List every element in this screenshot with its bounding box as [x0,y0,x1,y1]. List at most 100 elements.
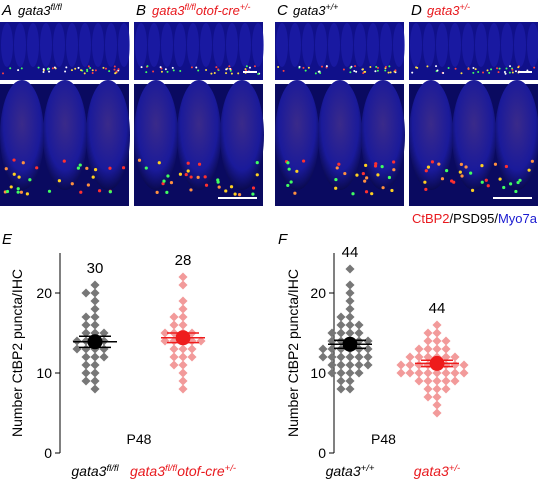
puncta [9,185,13,189]
puncta [384,69,387,72]
puncta [349,71,352,74]
data-point [414,376,424,386]
puncta [152,70,155,73]
data-point [345,328,355,338]
puncta [474,68,477,71]
puncta [389,71,392,74]
puncta [387,175,392,180]
puncta [459,162,463,166]
cell [1,23,13,67]
cell [177,80,221,190]
puncta [251,186,256,190]
puncta [375,65,378,68]
puncta [255,173,259,177]
puncta [42,71,45,74]
data-point [345,304,355,314]
data-point [459,360,469,370]
puncta [21,161,25,165]
puncta [80,69,83,72]
data-point [178,280,188,290]
y-tick-label: 20 [310,285,326,301]
data-point [178,304,188,314]
puncta [503,71,506,74]
data-point [396,360,406,370]
data-point [178,352,188,362]
puncta [190,66,193,69]
annotation: P48 [127,431,152,447]
cell [135,23,147,67]
text-part: +/- [225,463,236,474]
puncta [20,67,23,70]
puncta [205,69,208,72]
puncta [245,69,248,72]
x-tick-label: gata3+/+ [326,463,375,480]
data-point [432,344,442,354]
data-point [72,344,82,354]
text-part: otof-cre [196,3,240,18]
puncta [102,66,105,69]
data-point [354,352,364,362]
puncta [497,71,500,74]
cell [40,23,52,67]
puncta [498,177,502,181]
text-part: +/+ [326,2,339,12]
data-point [345,296,355,306]
cell [161,23,173,67]
text-part: fl/fl [106,463,119,474]
cell [452,80,496,190]
cell [409,80,453,190]
annotation: P48 [371,431,396,447]
puncta [46,68,49,71]
text-part: gata3 [130,463,165,479]
data-point [414,344,424,354]
data-point [99,352,109,362]
puncta [12,172,16,176]
data-point [187,344,197,354]
data-point [450,376,460,386]
cell [328,23,340,67]
puncta [392,168,396,172]
puncta [533,66,536,69]
cell [134,80,178,190]
puncta [83,72,86,75]
puncta [248,66,251,69]
cell [315,23,327,67]
puncta [146,65,149,68]
cell [220,80,264,190]
puncta [74,67,77,70]
text-part: CtBP2 [412,211,450,226]
data-point [363,352,373,362]
data-point [327,352,337,362]
data-point [396,368,406,378]
data-point [327,344,337,354]
puncta [225,68,228,71]
data-point [187,352,197,362]
data-point [90,304,100,314]
puncta [387,71,390,74]
cell [27,23,39,67]
puncta [514,189,518,194]
puncta [16,190,20,194]
data-point [178,296,188,306]
puncta [298,65,301,68]
cell [380,23,392,67]
puncta [97,189,102,193]
puncta [113,65,116,68]
puncta [353,70,356,73]
puncta [376,173,380,177]
data-point [432,376,442,386]
puncta [301,159,306,163]
puncta [325,65,328,68]
puncta [155,190,159,194]
data-point [405,360,415,370]
puncta [93,168,98,172]
puncta [364,163,368,168]
text-part: fl/fl [165,463,178,474]
x-tick-label: gata3fl/flotof-cre+/- [130,463,236,480]
puncta [484,178,488,182]
data-point [169,312,179,322]
data-point [345,384,355,394]
cell [423,23,435,67]
puncta [179,69,182,72]
